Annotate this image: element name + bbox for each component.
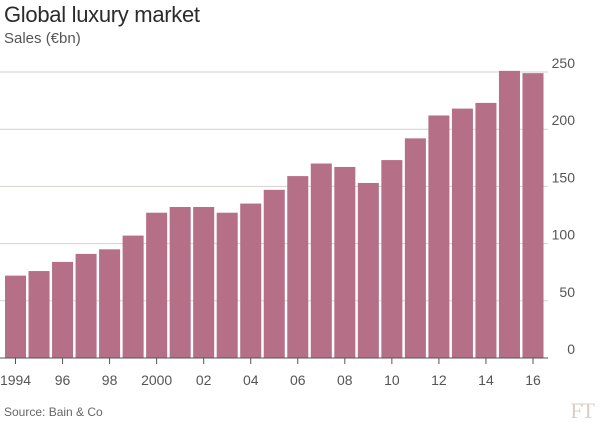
bar-chart: 0 50 100 150 200 250 1994 96 98 2000 02 04 06 08 10 12… bbox=[0, 55, 576, 388]
bars bbox=[5, 70, 544, 359]
y-tick-label: 100 bbox=[552, 227, 576, 243]
x-tick-label: 2000 bbox=[141, 372, 172, 388]
x-tick-label: 96 bbox=[55, 372, 71, 388]
y-tick-label: 250 bbox=[552, 55, 576, 71]
bar-1995 bbox=[28, 271, 50, 358]
bar-2002 bbox=[193, 206, 215, 358]
y-axis-ticks: 0 50 100 150 200 250 bbox=[552, 55, 576, 357]
x-tick-label: 06 bbox=[290, 372, 306, 388]
bar-2005 bbox=[263, 189, 285, 358]
x-tick-label: 10 bbox=[384, 372, 400, 388]
x-tick-label: 08 bbox=[337, 372, 353, 388]
bar-2013 bbox=[451, 108, 473, 358]
x-tick-label: 02 bbox=[196, 372, 212, 388]
bar-2007 bbox=[310, 163, 332, 358]
bar-2015 bbox=[498, 70, 520, 358]
bar-2001 bbox=[169, 206, 191, 358]
bar-1999 bbox=[122, 235, 144, 358]
bar-2003 bbox=[216, 212, 238, 358]
y-tick-label: 150 bbox=[552, 169, 576, 185]
bar-1997 bbox=[75, 253, 97, 358]
bar-2010 bbox=[381, 160, 403, 358]
bar-1998 bbox=[99, 249, 121, 358]
bar-2014 bbox=[475, 102, 497, 358]
bar-2004 bbox=[240, 203, 262, 358]
bar-2000 bbox=[146, 212, 168, 358]
x-tick-label: 14 bbox=[478, 372, 494, 388]
x-axis-ticks: 1994 96 98 2000 02 04 06 08 10 12 14 16 bbox=[0, 358, 541, 388]
x-tick-label: 12 bbox=[431, 372, 447, 388]
y-tick-label: 200 bbox=[552, 112, 576, 128]
bar-2008 bbox=[334, 166, 356, 358]
bar-2011 bbox=[404, 138, 426, 358]
ft-logo: FT bbox=[570, 398, 595, 423]
y-tick-label: 0 bbox=[567, 341, 575, 357]
x-tick-label: 04 bbox=[243, 372, 259, 388]
bar-2012 bbox=[428, 115, 450, 358]
chart-title: Global luxury market bbox=[4, 2, 200, 27]
x-tick-label: 98 bbox=[102, 372, 118, 388]
x-tick-label: 16 bbox=[525, 372, 541, 388]
chart-subtitle: Sales (€bn) bbox=[4, 30, 81, 47]
bar-2006 bbox=[287, 176, 309, 358]
bar-1994 bbox=[5, 275, 27, 358]
source-note: Source: Bain & Co bbox=[4, 405, 103, 419]
bar-2009 bbox=[357, 182, 379, 358]
x-tick-label: 1994 bbox=[0, 372, 31, 388]
bar-2016 bbox=[522, 73, 544, 359]
y-tick-label: 50 bbox=[559, 284, 575, 300]
bar-1996 bbox=[52, 261, 74, 358]
